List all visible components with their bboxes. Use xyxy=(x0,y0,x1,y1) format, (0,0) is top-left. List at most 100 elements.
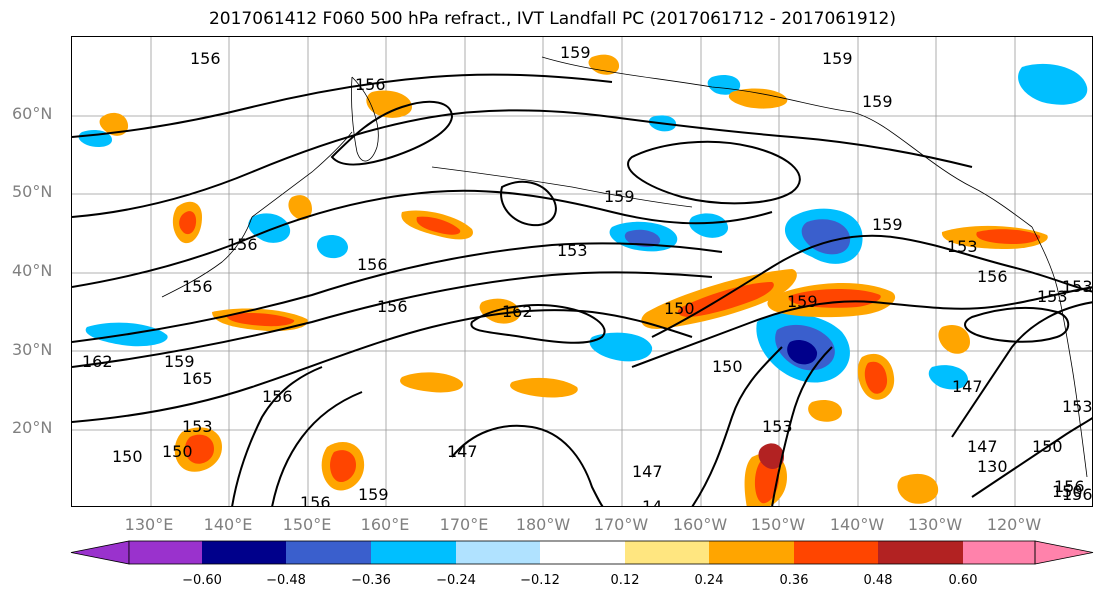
contour-16 xyxy=(500,180,557,227)
shade-pos-1b xyxy=(677,282,774,317)
colorbar-swatch xyxy=(286,541,371,564)
contour-7 xyxy=(651,234,1092,338)
colorbar-extend-max xyxy=(1034,540,1094,565)
contour-6 xyxy=(72,73,613,138)
contour-value-label: 130 xyxy=(977,457,1008,476)
longitude-label: 160°E xyxy=(360,515,410,534)
contour-13 xyxy=(451,424,604,506)
colorbar-swatch xyxy=(540,541,625,564)
colorbar-tick-label: −0.12 xyxy=(520,573,560,588)
longitude-label: 160°W xyxy=(672,515,728,534)
longitude-label: 120°W xyxy=(986,515,1042,534)
contour-value-label: 153 xyxy=(182,417,213,436)
coastlines xyxy=(161,56,1088,478)
shade-neg-12 xyxy=(707,75,741,95)
contour-value-label: 150 xyxy=(1052,482,1083,501)
longitude-label: 180°W xyxy=(515,515,571,534)
contour-value-label: 147 xyxy=(632,462,663,481)
contour-value-label: 147 xyxy=(952,377,983,396)
shade-pos-3b xyxy=(416,216,461,235)
longitude-label: 150°E xyxy=(282,515,332,534)
contour-value-label: 159 xyxy=(862,92,893,111)
longitude-label: 150°W xyxy=(750,515,806,534)
shade-pos-18 xyxy=(938,324,970,354)
contour-value-label: 147 xyxy=(447,442,478,461)
contour-value-label: 153 xyxy=(762,417,793,436)
contour-value-label: 156 xyxy=(190,49,221,68)
colorbar-swatch xyxy=(129,541,202,564)
colorbar-swatch xyxy=(794,541,878,564)
shade-pos-19 xyxy=(366,90,412,118)
colorbar-swatch xyxy=(371,541,456,564)
contour-value-label: 159 xyxy=(164,352,195,371)
contour-5 xyxy=(72,109,973,218)
shade-pos-14 xyxy=(808,400,842,422)
shade-neg-9 xyxy=(928,365,969,390)
colorbar-tick-label: −0.60 xyxy=(182,573,222,588)
graticule xyxy=(72,37,1092,506)
contour-value-label: 162 xyxy=(82,352,113,371)
shade-pos-11 xyxy=(400,372,463,393)
contour-value-label: 159 xyxy=(872,215,903,234)
contour-value-label: 156 xyxy=(357,255,388,274)
contour-value-label: 150 xyxy=(162,442,193,461)
contour-value-label: 159 xyxy=(604,187,635,206)
shade-neg-3 xyxy=(589,332,653,362)
shade-pos-5b xyxy=(179,211,197,235)
longitude-label: 170°W xyxy=(593,515,649,534)
shade-neg-2c xyxy=(787,340,818,365)
contour-19 xyxy=(964,306,1070,343)
longitude-label: 140°W xyxy=(829,515,885,534)
contour-value-label: 162 xyxy=(502,302,533,321)
shade-pos-7b xyxy=(330,450,356,483)
contour-value-label: 156 xyxy=(977,267,1008,286)
contour-18 xyxy=(330,100,454,166)
coast-kamchatka xyxy=(351,76,379,162)
contour-20 xyxy=(627,140,801,205)
shade-neg-7 xyxy=(248,213,291,243)
contour-value-label: 150 xyxy=(712,357,743,376)
contour-value-label: 156 xyxy=(1054,477,1085,496)
contour-value-label: 156 xyxy=(262,387,293,406)
contour-value-label: 150 xyxy=(112,447,143,466)
height-contours xyxy=(72,73,1092,506)
map-canvas xyxy=(72,37,1092,506)
colorbar-swatch xyxy=(625,541,709,564)
colorbar-tick-label: 0.24 xyxy=(694,573,724,588)
colorbar-swatch xyxy=(878,541,963,564)
shade-pos-21 xyxy=(588,54,620,75)
contour-15 xyxy=(271,391,363,506)
shade-pos-15 xyxy=(479,298,521,324)
shade-pos-4b xyxy=(226,312,295,327)
contour-value-label: 159 xyxy=(560,43,591,62)
contour-9 xyxy=(691,346,783,506)
contour-value-label: 156 xyxy=(182,277,213,296)
colorbar-swatch xyxy=(963,541,1035,564)
contour-14 xyxy=(231,366,323,506)
shade-pos-10b xyxy=(864,361,888,394)
latitude-label: 20°N xyxy=(12,418,53,437)
shade-neg-4b xyxy=(624,229,661,247)
shade-neg-10 xyxy=(316,235,348,259)
colorbar-tick-label: 0.48 xyxy=(863,573,893,588)
shade-neg-5 xyxy=(689,213,729,238)
latitude-label: 30°N xyxy=(12,340,53,359)
latitude-label: 40°N xyxy=(12,261,53,280)
colorbar-tick-label: −0.24 xyxy=(436,573,476,588)
coast-aleutians xyxy=(431,166,693,208)
contour-3 xyxy=(72,242,723,343)
contour-10 xyxy=(771,346,833,506)
colorbar-swatch xyxy=(456,541,540,564)
shade-pos-12 xyxy=(510,377,578,398)
contour-value-label: 156 xyxy=(227,235,258,254)
shade-pos-17 xyxy=(288,195,312,220)
contour-value-label: 159 xyxy=(358,485,389,504)
coast-kuril xyxy=(251,131,353,218)
coast-alaska xyxy=(541,56,1033,228)
contour-value-label: 153 xyxy=(557,241,588,260)
contour-11 xyxy=(951,301,1092,438)
contour-value-label: 153 xyxy=(1062,397,1093,416)
contour-4 xyxy=(72,189,773,288)
contour-12 xyxy=(971,417,1092,498)
shade-pos-2b xyxy=(788,289,881,308)
